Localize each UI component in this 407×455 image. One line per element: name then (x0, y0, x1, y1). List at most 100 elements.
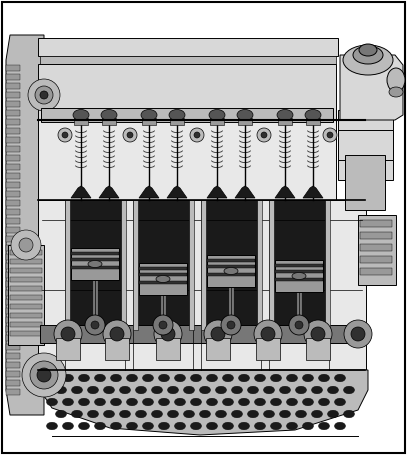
Bar (360, 268, 392, 275)
Bar (142, 118, 156, 125)
Ellipse shape (224, 268, 238, 274)
Polygon shape (303, 186, 323, 198)
Ellipse shape (127, 374, 138, 382)
Bar (6, 380, 20, 386)
Ellipse shape (168, 386, 179, 394)
Bar (205, 200, 257, 330)
Bar (6, 335, 20, 341)
Ellipse shape (141, 110, 157, 121)
Bar (137, 200, 189, 330)
Ellipse shape (277, 110, 293, 121)
Bar (6, 389, 20, 395)
Ellipse shape (94, 374, 105, 382)
Circle shape (58, 128, 72, 142)
Ellipse shape (215, 386, 227, 394)
Bar (275, 260, 323, 292)
Ellipse shape (72, 386, 83, 394)
Polygon shape (99, 186, 119, 198)
Ellipse shape (344, 410, 354, 418)
Ellipse shape (190, 374, 201, 382)
Bar (275, 270, 323, 273)
Ellipse shape (287, 374, 298, 382)
Ellipse shape (223, 374, 234, 382)
Bar (6, 83, 20, 89)
Bar (6, 218, 20, 224)
Ellipse shape (302, 398, 313, 406)
Bar (38, 200, 366, 370)
Bar (65, 200, 70, 330)
Bar (10, 268, 42, 273)
Ellipse shape (142, 422, 153, 430)
Circle shape (211, 327, 225, 341)
Bar (6, 308, 20, 314)
Circle shape (110, 327, 124, 341)
Polygon shape (6, 35, 44, 415)
Ellipse shape (79, 422, 90, 430)
Ellipse shape (151, 410, 162, 418)
Polygon shape (275, 186, 295, 198)
Circle shape (344, 320, 372, 348)
Ellipse shape (206, 422, 217, 430)
Bar (38, 120, 336, 200)
Ellipse shape (295, 386, 306, 394)
Bar (6, 164, 20, 170)
Bar (69, 200, 121, 330)
Circle shape (194, 132, 200, 138)
Bar (6, 155, 20, 161)
Ellipse shape (190, 422, 201, 430)
Circle shape (37, 368, 51, 382)
Polygon shape (40, 370, 368, 435)
Bar (121, 200, 126, 330)
Bar (139, 281, 187, 283)
Polygon shape (71, 186, 91, 198)
Ellipse shape (142, 374, 153, 382)
Ellipse shape (103, 410, 114, 418)
Bar (40, 56, 336, 64)
Ellipse shape (263, 386, 274, 394)
Circle shape (254, 320, 282, 348)
Ellipse shape (344, 386, 354, 394)
Ellipse shape (184, 410, 195, 418)
Bar (6, 272, 20, 278)
Circle shape (289, 315, 309, 335)
Ellipse shape (63, 422, 74, 430)
Bar (257, 200, 262, 330)
Ellipse shape (302, 422, 313, 430)
Bar (345, 155, 385, 210)
Bar (360, 220, 392, 227)
Ellipse shape (295, 410, 306, 418)
Bar (360, 244, 392, 251)
Bar (10, 259, 42, 264)
Bar (278, 118, 292, 125)
Circle shape (123, 128, 137, 142)
Circle shape (11, 230, 41, 260)
Ellipse shape (247, 386, 258, 394)
Ellipse shape (88, 261, 102, 268)
Polygon shape (139, 186, 159, 198)
Bar (10, 277, 42, 282)
Ellipse shape (280, 410, 291, 418)
Circle shape (323, 128, 337, 142)
Ellipse shape (127, 422, 138, 430)
Circle shape (85, 315, 105, 335)
Bar (6, 119, 20, 125)
Circle shape (227, 321, 235, 329)
Bar (6, 263, 20, 269)
Ellipse shape (136, 410, 147, 418)
Ellipse shape (169, 110, 185, 121)
Bar (207, 265, 255, 268)
Ellipse shape (335, 422, 346, 430)
Bar (74, 118, 88, 125)
Ellipse shape (151, 386, 162, 394)
Bar (207, 259, 255, 262)
Ellipse shape (271, 374, 282, 382)
Ellipse shape (110, 398, 122, 406)
Ellipse shape (46, 398, 57, 406)
Bar (338, 130, 393, 160)
Ellipse shape (359, 44, 377, 56)
Ellipse shape (239, 374, 249, 382)
Circle shape (103, 320, 131, 348)
Bar (6, 191, 20, 197)
Bar (170, 118, 184, 125)
Bar (6, 65, 20, 71)
